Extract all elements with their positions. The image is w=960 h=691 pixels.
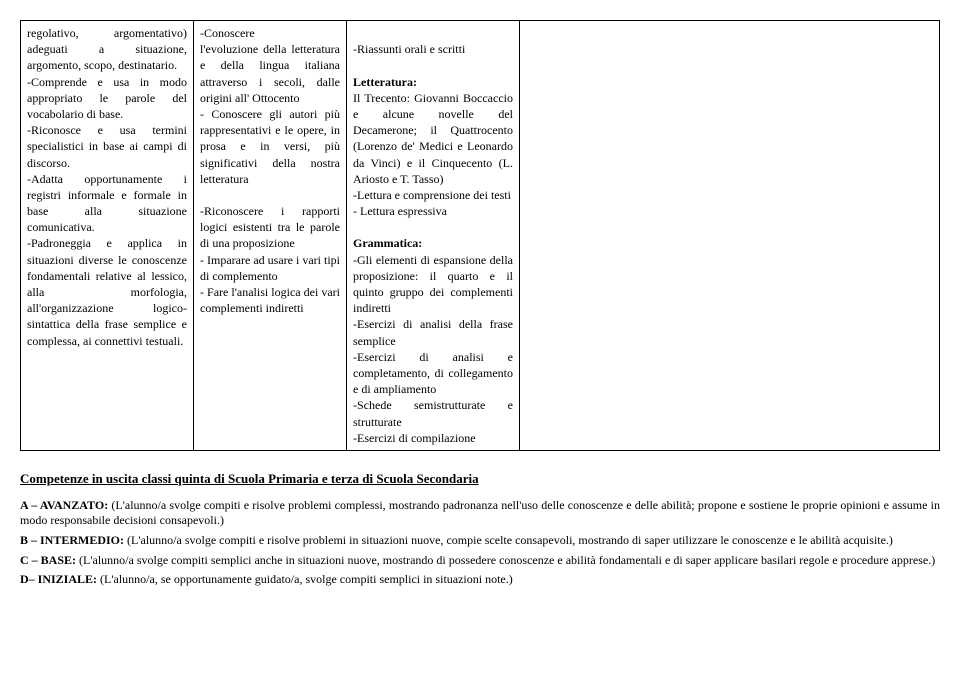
cell-text: -Esercizi di analisi della frase semplic… [353,316,513,348]
cell-text: - Imparare ad usare i vari tipi di compl… [200,252,340,284]
cell-text: l'evoluzione della letteratura e della l… [200,41,340,106]
cell-text: -Riconosce e usa termini specialistici i… [27,122,187,171]
cell-text: -Comprende e usa in modo appropriato le … [27,74,187,123]
curriculum-table: regolativo, argomentativo) adeguati a si… [20,20,940,451]
cell-text: - Lettura espressiva [353,203,513,219]
cell-text: -Gli elementi di espansione della propos… [353,252,513,317]
cell-text: -Adatta opportunamente i registri inform… [27,171,187,236]
footer-section: Competenze in uscita classi quinta di Sc… [20,471,940,588]
column-competenze: regolativo, argomentativo) adeguati a si… [21,21,194,451]
cell-text: -Conoscere [200,25,340,41]
level-intermedio: B – INTERMEDIO: (L'alunno/a svolge compi… [20,533,940,549]
column-contenuti: -Riassunti orali e scritti Letteratura: … [347,21,520,451]
level-base: C – BASE: (L'alunno/a svolge compiti sem… [20,553,940,569]
level-avanzato: A – AVANZATO: (L'alunno/a svolge compiti… [20,498,940,529]
cell-text: -Esercizi di analisi e completamento, di… [353,349,513,398]
cell-text: -Esercizi di compilazione [353,430,513,446]
level-iniziale: D– INIZIALE: (L'alunno/a, se opportuname… [20,572,940,588]
footer-title: Competenze in uscita classi quinta di Sc… [20,471,940,488]
column-empty [520,21,940,451]
cell-text: - Conoscere gli autori più rappresentati… [200,106,340,187]
cell-text: -Schede semistrutturate e strutturate [353,397,513,429]
column-conoscere: -Conoscere l'evoluzione della letteratur… [194,21,347,451]
cell-text: -Padroneggia e applica in situazioni div… [27,235,187,348]
cell-text: - Fare l'analisi logica dei vari complem… [200,284,340,316]
cell-text: Il Trecento: Giovanni Boccaccio e alcune… [353,90,513,187]
subheading-letteratura: Letteratura: [353,74,513,90]
subheading-grammatica: Grammatica: [353,235,513,251]
cell-text: -Lettura e comprensione dei testi [353,187,513,203]
cell-text: -Riconoscere i rapporti logici esistenti… [200,203,340,252]
cell-text: regolativo, argomentativo) adeguati a si… [27,25,187,74]
cell-text: -Riassunti orali e scritti [353,41,513,57]
